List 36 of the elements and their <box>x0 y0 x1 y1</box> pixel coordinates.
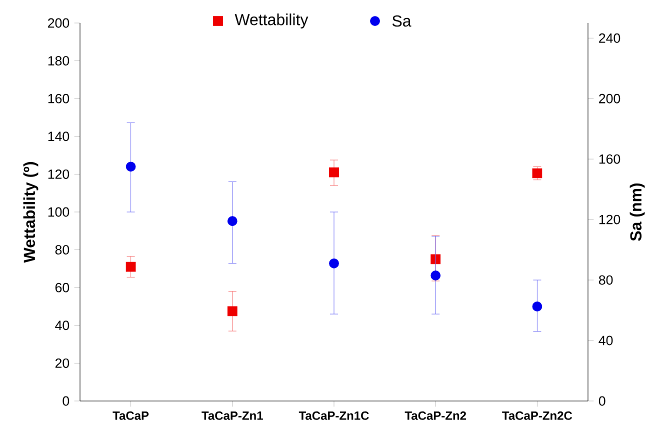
x-tick-label: TaCaP-Zn1 <box>202 411 263 420</box>
point <box>430 270 441 280</box>
y2-tick-label: 40 <box>598 336 613 346</box>
point <box>532 302 542 312</box>
x-tick-label: TaCaP <box>112 411 149 420</box>
y-tick-label: 120 <box>48 169 70 179</box>
y-tick-label: 160 <box>48 94 70 104</box>
point <box>227 216 238 226</box>
y-tick-label: 80 <box>55 245 70 255</box>
legend-label: Wettability <box>234 14 308 28</box>
y2-tick-label: 120 <box>599 214 620 224</box>
y-tick-label: 100 <box>48 207 70 217</box>
y-tick-label: 40 <box>55 320 70 330</box>
x-tick-label: TaCaP-Zn1C <box>298 411 369 420</box>
y-tick-label: 140 <box>48 132 70 142</box>
y-tick-label: 60 <box>55 282 70 292</box>
y2-tick-label: 240 <box>599 33 620 43</box>
point <box>430 254 441 264</box>
y2-axis-title: Sa (nm) <box>630 183 645 241</box>
y-axis-title: Wettability (º) <box>23 162 38 263</box>
y-tick-label: 0 <box>62 396 70 406</box>
x-tick-label: TaCaP-Zn2C <box>502 411 572 420</box>
legend-label: Sa <box>392 15 412 27</box>
y2-tick-label: 80 <box>598 275 613 285</box>
y-tick-label: 200 <box>48 18 70 28</box>
y2-tick-label: 0 <box>598 396 606 406</box>
y-tick-label: 180 <box>48 56 70 66</box>
point <box>126 162 136 172</box>
point <box>329 167 339 178</box>
point <box>329 258 339 268</box>
y2-tick-label: 200 <box>599 94 620 104</box>
y2-tick-label: 160 <box>599 154 620 164</box>
x-tick-label: TaCaP-Zn2 <box>404 411 466 420</box>
point <box>126 262 136 272</box>
point <box>227 306 238 316</box>
y-tick-label: 20 <box>55 358 70 368</box>
